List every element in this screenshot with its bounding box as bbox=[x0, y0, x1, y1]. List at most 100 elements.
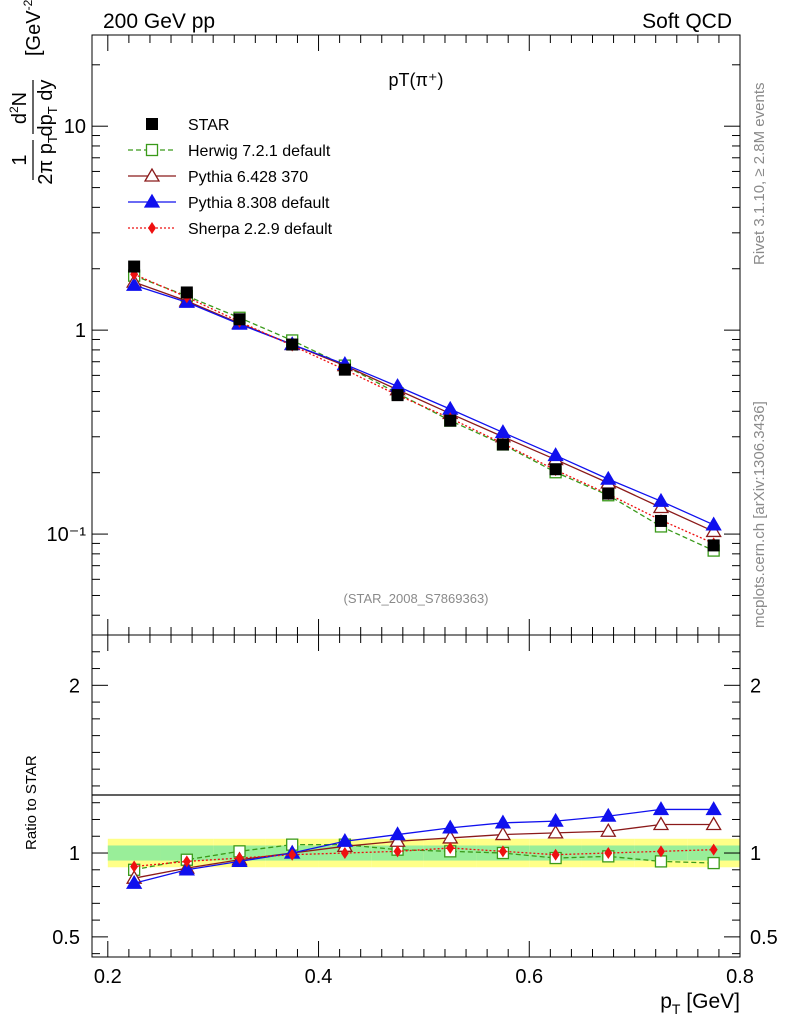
data-point bbox=[547, 447, 564, 462]
legend-label: Pythia 6.428 370 bbox=[188, 169, 308, 186]
main-panel: 10⁻¹ 1 10 pT(π⁺) (STAR_2008_S7869363) STAR… bbox=[7, 0, 741, 636]
ratio-point bbox=[182, 855, 191, 868]
series-line-sherpa-2-2-9-default bbox=[133, 273, 714, 545]
reference-uncertainty-band bbox=[107, 838, 740, 868]
ratio-y-tick-label: 0.5 bbox=[52, 927, 80, 949]
source-label: mcplots.cern.ch [arXiv:1306.3436] bbox=[751, 401, 768, 628]
y-title-units: [GeV-2] bbox=[21, 0, 45, 56]
process-label: Soft QCD bbox=[642, 10, 732, 33]
data-point bbox=[128, 260, 141, 273]
legend-entry-herwig-7-2-1-default: Herwig 7.2.1 default bbox=[128, 143, 331, 160]
ratio-point bbox=[600, 807, 617, 822]
series-line-pythia-8-308-default bbox=[133, 284, 714, 526]
ratio-point bbox=[551, 848, 560, 861]
band-inner-segment bbox=[160, 845, 214, 861]
series-star bbox=[128, 260, 720, 552]
ratio-y-tick-label-right: 0.5 bbox=[750, 927, 778, 949]
ratio-point bbox=[547, 824, 564, 839]
ratio-point bbox=[707, 856, 720, 870]
legend-marker bbox=[146, 118, 158, 130]
legend-entry-pythia-8-308-default: Pythia 8.308 default bbox=[128, 193, 330, 212]
y-title-numerator-two: d2N bbox=[7, 92, 31, 124]
ratio-point bbox=[652, 816, 670, 831]
legend-entry-pythia-6-428-370: Pythia 6.428 370 bbox=[128, 167, 308, 186]
main-axis-ticks: 10⁻¹ 1 10 bbox=[47, 35, 741, 635]
ratio-point bbox=[130, 860, 139, 873]
data-point bbox=[180, 286, 193, 299]
x-tick-label: 0.8 bbox=[726, 966, 754, 988]
legend-entry-sherpa-2-2-9-default: Sherpa 2.2.9 default bbox=[128, 221, 333, 238]
data-point bbox=[602, 487, 615, 500]
ratio-point bbox=[389, 826, 406, 841]
ratio-point bbox=[494, 814, 512, 829]
y-title-numerator-one: 1 bbox=[9, 154, 31, 165]
y-title-denominator-two: dpT dy bbox=[35, 80, 60, 137]
legend-label: STAR bbox=[188, 117, 229, 134]
ratio-line-sherpa-2-2-9-default bbox=[134, 847, 714, 868]
ratio-line-herwig-7-2-1-default bbox=[134, 843, 714, 871]
x-tick-label: 0.4 bbox=[305, 966, 333, 988]
ratio-line-pythia-8-308-default bbox=[133, 808, 714, 884]
data-point bbox=[126, 276, 143, 291]
x-axis-label: pT [GeV] bbox=[660, 990, 740, 1017]
ratio-series-sherpa-2-2-9-default bbox=[130, 841, 718, 873]
ratio-point bbox=[547, 812, 564, 827]
rivet-version-label: Rivet 3.1.10, ≥ 2.8M events bbox=[751, 83, 768, 266]
data-point bbox=[391, 389, 404, 402]
ratio-point bbox=[654, 855, 668, 868]
ratio-series bbox=[126, 801, 722, 889]
ratio-point bbox=[656, 845, 665, 858]
ratio-point bbox=[604, 847, 613, 860]
legend-marker bbox=[145, 143, 159, 157]
data-point bbox=[338, 363, 351, 376]
ratio-line-pythia-6-428-370 bbox=[134, 823, 714, 879]
ratio-point bbox=[498, 845, 507, 858]
band-inner-segment bbox=[107, 845, 161, 861]
data-point bbox=[707, 539, 720, 552]
data-point bbox=[652, 492, 670, 507]
y-title-denominator-one: 2π pT bbox=[35, 135, 60, 185]
ratio-point bbox=[442, 819, 459, 834]
series-line-pythia-6-428-370 bbox=[133, 281, 714, 533]
ratio-point bbox=[340, 847, 349, 860]
ratio-frame bbox=[91, 634, 741, 958]
ratio-point bbox=[235, 852, 244, 865]
ratio-panel: 0.5 0.5 1 1 2 2 0.2 0.4 0.6 0.8 Ratio to STAR pT … bbox=[23, 634, 778, 1017]
legend-label: Sherpa 2.2.9 default bbox=[188, 221, 333, 238]
ratio-y-tick-label-right: 1 bbox=[750, 843, 761, 865]
data-point bbox=[494, 424, 512, 439]
data-point bbox=[496, 438, 509, 451]
ratio-point bbox=[178, 861, 195, 876]
data-point bbox=[444, 414, 457, 427]
ratio-point bbox=[652, 801, 670, 816]
data-point bbox=[233, 313, 246, 326]
ratio-point bbox=[126, 874, 143, 889]
ratio-y-tick-label-right: 2 bbox=[750, 675, 761, 697]
ratio-point bbox=[705, 816, 722, 831]
ratio-point bbox=[446, 841, 455, 854]
data-point bbox=[549, 463, 562, 476]
data-point bbox=[286, 338, 299, 351]
main-y-axis-title: 1 2π pT d2N dpT dy [GeV-2] bbox=[7, 0, 60, 185]
ratio-y-tick-label: 2 bbox=[69, 675, 80, 697]
ratio-point bbox=[336, 832, 354, 847]
main-y-tick-label: 10⁻¹ bbox=[47, 524, 87, 546]
x-tick-label: 0.6 bbox=[515, 966, 543, 988]
legend-marker bbox=[148, 222, 156, 234]
data-point bbox=[705, 516, 722, 531]
legend-marker bbox=[143, 167, 161, 182]
data-point bbox=[600, 470, 617, 485]
main-y-tick-label: 1 bbox=[75, 320, 86, 342]
series-pythia-8-308-default bbox=[126, 276, 722, 531]
ratio-point bbox=[709, 843, 718, 856]
plot-title: pT(π⁺) bbox=[389, 70, 444, 90]
ratio-axis-ticks: 0.5 0.5 1 1 2 2 0.2 0.4 0.6 0.8 bbox=[52, 634, 778, 988]
ratio-point bbox=[600, 822, 617, 837]
series-herwig-7-2-1-default bbox=[127, 269, 720, 557]
main-series bbox=[126, 260, 722, 557]
energy-label: 200 GeV pp bbox=[103, 10, 215, 33]
legend-marker bbox=[143, 193, 161, 208]
legend-entry-star: STAR bbox=[146, 117, 229, 134]
x-tick-label: 0.2 bbox=[94, 966, 122, 988]
